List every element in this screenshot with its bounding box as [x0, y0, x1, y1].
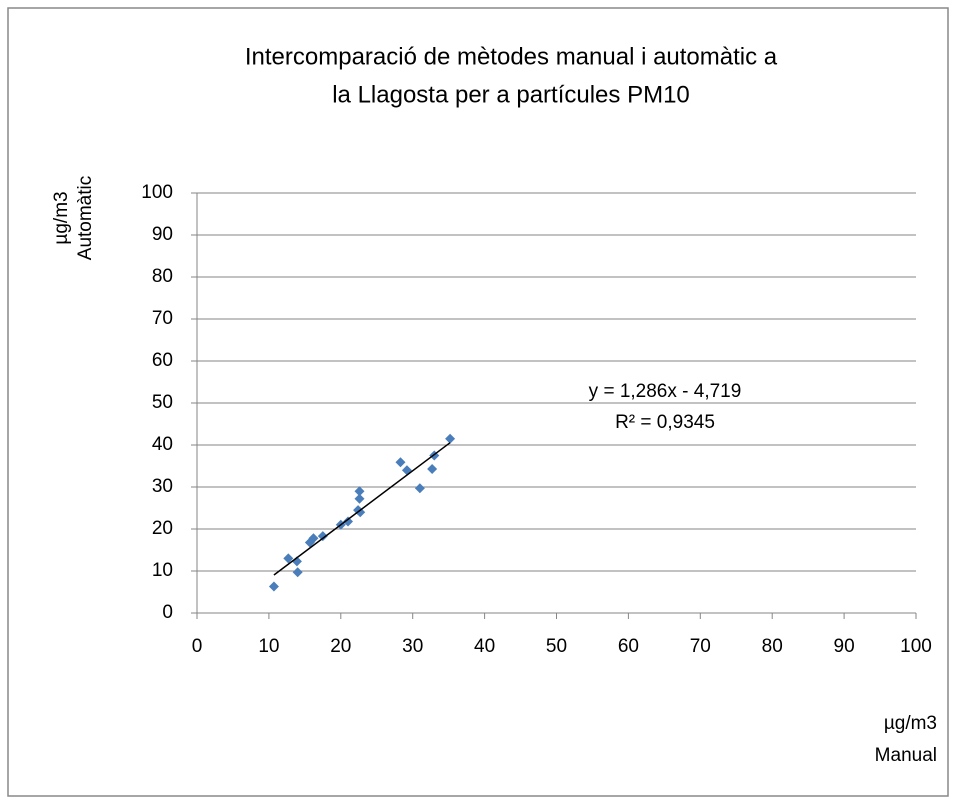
y-axis-label: µg/m3: [51, 191, 72, 244]
x-tick-label: 0: [192, 636, 203, 657]
y-tick-label: 60: [152, 350, 173, 371]
chart-title: Intercomparació de mètodes manual i auto…: [245, 43, 778, 70]
y-tick-label: 30: [152, 476, 173, 497]
data-point: [354, 486, 365, 497]
data-point: [414, 483, 425, 494]
x-tick-label: 40: [474, 636, 495, 657]
x-tick-label: 100: [900, 636, 932, 657]
x-tick-label: 80: [762, 636, 783, 657]
data-point: [354, 493, 365, 504]
data-point: [283, 553, 294, 564]
data-point: [445, 433, 456, 444]
y-tick-label: 90: [152, 224, 173, 245]
y-tick-label: 20: [152, 518, 173, 539]
y-tick-label: 40: [152, 434, 173, 455]
y-tick-label: 10: [152, 560, 173, 581]
x-tick-label: 90: [834, 636, 855, 657]
trendline-r2: R² = 0,9345: [615, 412, 715, 433]
y-tick-label: 0: [162, 602, 173, 623]
data-point: [355, 507, 366, 518]
data-point: [317, 531, 328, 542]
data-point: [292, 567, 303, 578]
y-tick-label: 50: [152, 392, 173, 413]
data-point: [308, 533, 319, 544]
chart-border: [7, 7, 949, 797]
x-axis-label: µg/m3: [884, 713, 937, 734]
x-tick-label: 50: [546, 636, 567, 657]
x-tick-label: 60: [618, 636, 639, 657]
data-point: [395, 457, 406, 468]
y-axis-label: Automàtic: [75, 176, 96, 260]
y-tick-label: 100: [141, 182, 173, 203]
x-tick-label: 70: [690, 636, 711, 657]
x-tick-label: 10: [258, 636, 279, 657]
trendline-equation: y = 1,286x - 4,719: [589, 381, 742, 402]
y-tick-label: 80: [152, 266, 173, 287]
data-point: [342, 516, 353, 527]
data-point: [427, 463, 438, 474]
trendline: [273, 442, 451, 576]
data-point: [268, 581, 279, 592]
x-tick-label: 30: [402, 636, 423, 657]
chart-title: la Llagosta per a partícules PM10: [332, 81, 690, 108]
y-tick-label: 70: [152, 308, 173, 329]
x-axis-label: Manual: [875, 745, 937, 766]
x-tick-label: 20: [330, 636, 351, 657]
